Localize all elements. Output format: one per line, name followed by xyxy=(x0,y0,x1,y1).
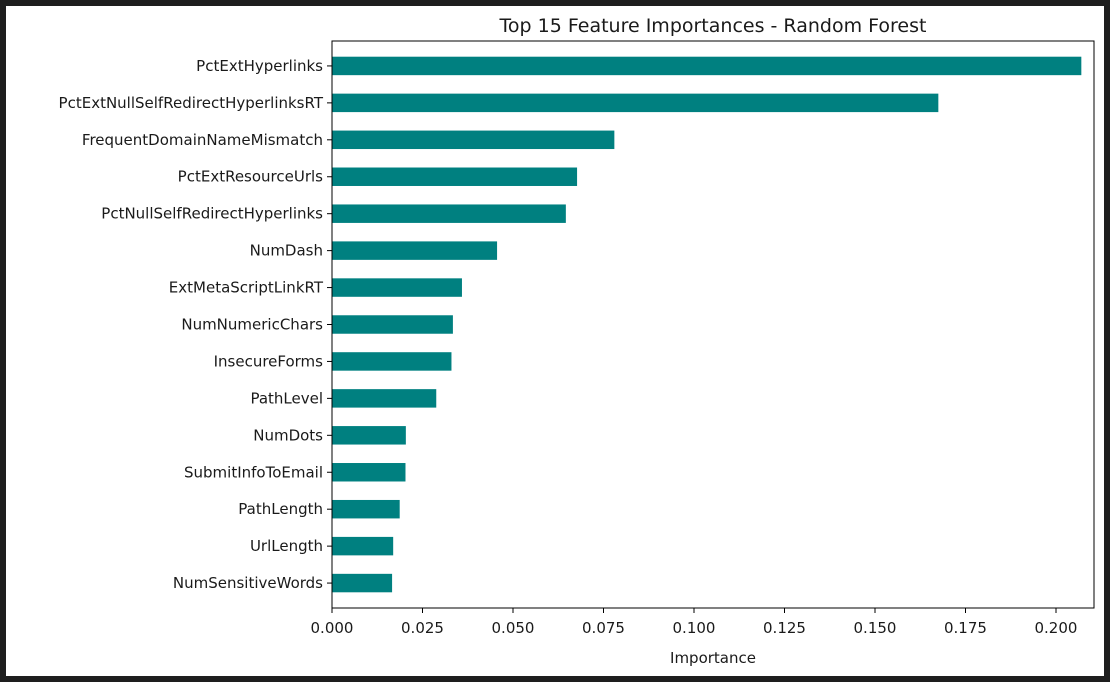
x-tick-label: 0.050 xyxy=(492,619,535,637)
x-tick-label: 0.150 xyxy=(854,619,897,637)
bars-group xyxy=(332,56,1082,593)
x-tick-label: 0.175 xyxy=(944,619,987,637)
bar-pct-ext-resource-urls xyxy=(332,167,578,186)
bar-pct-ext-null-self-redirect-hyperlinks-rt xyxy=(332,93,939,113)
bar-num-numeric-chars xyxy=(332,315,453,334)
category-label-submit-info-to-email: SubmitInfoToEmail xyxy=(184,463,323,481)
category-label-pct-ext-hyperlinks: PctExtHyperlinks xyxy=(196,57,323,75)
bar-ext-meta-script-link-rt xyxy=(332,278,462,297)
bar-num-dots xyxy=(332,426,406,445)
category-label-path-level: PathLevel xyxy=(250,389,323,407)
category-label-pct-ext-resource-urls: PctExtResourceUrls xyxy=(178,168,324,186)
category-label-num-dots: NumDots xyxy=(253,426,323,444)
bar-pct-ext-hyperlinks xyxy=(332,56,1082,76)
x-tick-label: 0.075 xyxy=(582,619,625,637)
chart-frame: Top 15 Feature Importances - Random Fore… xyxy=(6,6,1104,676)
bar-frequent-domain-name-mismatch xyxy=(332,130,615,150)
x-axis-label: Importance xyxy=(670,649,756,667)
category-label-num-numeric-chars: NumNumericChars xyxy=(181,316,323,334)
x-tick-label: 0.125 xyxy=(763,619,806,637)
bar-chart: Top 15 Feature Importances - Random Fore… xyxy=(59,15,1095,667)
category-label-num-sensitive-words: NumSensitiveWords xyxy=(173,574,323,592)
category-label-frequent-domain-name-mismatch: FrequentDomainNameMismatch xyxy=(82,131,323,149)
bar-pct-null-self-redirect-hyperlinks xyxy=(332,204,566,223)
x-tick-label: 0.000 xyxy=(311,619,354,637)
category-label-path-length: PathLength xyxy=(238,500,323,518)
category-label-num-dash: NumDash xyxy=(250,242,323,260)
chart-title: Top 15 Feature Importances - Random Fore… xyxy=(499,15,927,37)
bar-insecure-forms xyxy=(332,352,452,371)
bar-path-level xyxy=(332,389,437,408)
category-label-insecure-forms: InsecureForms xyxy=(214,352,324,370)
bar-path-length xyxy=(332,499,400,519)
x-tick-label: 0.200 xyxy=(1035,619,1078,637)
bar-submit-info-to-email xyxy=(332,463,406,482)
category-label-pct-null-self-redirect-hyperlinks: PctNullSelfRedirectHyperlinks xyxy=(101,205,323,223)
bar-url-length xyxy=(332,536,394,556)
bar-num-sensitive-words xyxy=(332,573,393,593)
category-label-url-length: UrlLength xyxy=(250,537,323,555)
plot-frame xyxy=(331,40,1095,609)
x-tick-label: 0.025 xyxy=(401,619,444,637)
x-tick-label: 0.100 xyxy=(673,619,716,637)
x-axis-ticks: 0.000 0.025 0.050 0.075 0.100 0.125 0.150 0.175… xyxy=(311,608,1078,637)
category-label-pct-ext-null-self-redirect-hyperlinks-rt: PctExtNullSelfRedirectHyperlinksRT xyxy=(59,94,324,112)
bar-num-dash xyxy=(332,241,498,260)
category-labels: PctExtHyperlinks PctExtNullSelfRedirectHy… xyxy=(59,57,332,592)
category-label-ext-meta-script-link-rt: ExtMetaScriptLinkRT xyxy=(169,279,324,297)
